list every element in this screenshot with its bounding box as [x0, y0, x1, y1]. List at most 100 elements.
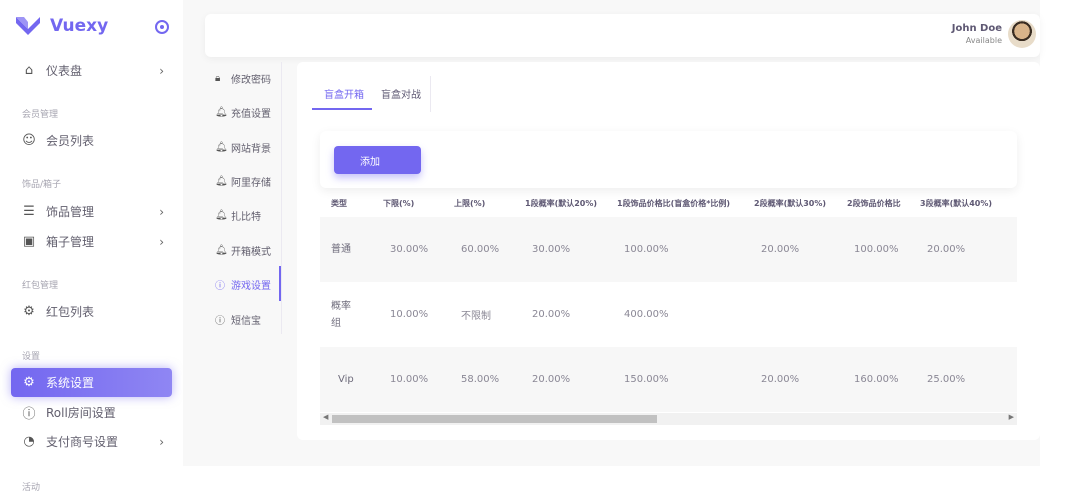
sidebar-item-payment[interactable]: ◔ 支付商号设置 › [11, 427, 172, 456]
subnav-label: 扎比特 [231, 212, 261, 223]
cell: 25.00% [909, 347, 1017, 412]
cell: 30.00% [514, 217, 606, 282]
collapse-toggle-icon[interactable] [155, 20, 169, 34]
column-header: 下限(%) [383, 199, 415, 208]
cell: 不限制 [461, 311, 491, 322]
column-header: 上限(%) [454, 199, 486, 208]
subnav-item[interactable]: 🔔︎ 阿里存储 [215, 174, 271, 189]
scrollbar-thumb[interactable] [332, 415, 657, 423]
vuexy-logo-icon [16, 17, 40, 35]
user-menu[interactable]: John Doe Available [952, 23, 1002, 45]
gear-icon: ⚙ [23, 375, 35, 390]
brand[interactable]: Vuexy [16, 16, 108, 36]
cell-text: 普通 [331, 244, 351, 255]
settings-table: 类型 下限(%) 上限(%) 1段概率(默认20%) 1段饰品价格比(盲盒价格*… [320, 190, 1017, 412]
table-row[interactable]: 普通 30.00% 60.00% 30.00% 100.00% 20.00% 1… [320, 217, 1017, 282]
column-header: 3段概率(默认40%) [920, 199, 993, 208]
info-icon: ⓘ [215, 281, 225, 292]
subnav-label: 开箱模式 [231, 247, 271, 258]
cell: 100.00% [836, 217, 909, 282]
scroll-right-arrow-icon[interactable]: ▶ [1008, 413, 1014, 421]
sidebar-item-label: 支付商号设置 [46, 435, 119, 449]
chevron-right-icon: › [159, 63, 164, 78]
subnav-item[interactable]: 🔔︎ 开箱模式 [215, 243, 271, 258]
tab-blindbox-open[interactable]: 盲盒开箱 [324, 90, 364, 101]
gear-icon: ⚙ [23, 304, 35, 319]
cell: 100.00% [606, 217, 743, 282]
subnav-item-active[interactable]: ⓘ 游戏设置 [215, 277, 271, 292]
cell-type: Vip [320, 347, 372, 412]
subnav-label: 短信宝 [231, 316, 261, 327]
column-header: 2段概率(默认30%) [754, 199, 827, 208]
cell [909, 282, 1017, 347]
cell: 20.00% [909, 217, 1017, 282]
sidebar-item-members[interactable]: ☺ 会员列表 [11, 126, 172, 155]
cell: 160.00% [836, 347, 909, 412]
subnav-label: 充值设置 [231, 109, 271, 120]
sidebar-item-boxes[interactable]: ▣ 箱子管理 › [11, 227, 172, 256]
cell: 60.00% [443, 217, 514, 282]
divider [430, 76, 431, 112]
cell [743, 282, 836, 347]
subnav-label: 游戏设置 [231, 281, 271, 292]
table-row[interactable]: Vip 10.00% 58.00% 20.00% 150.00% 20.00% … [320, 347, 1017, 412]
cell-text: 概率组 [331, 300, 351, 329]
tab-blindbox-battle[interactable]: 盲盒对战 [381, 90, 421, 101]
column-header: 类型 [331, 199, 347, 208]
column-header: 2段饰品价格比 [847, 199, 901, 208]
toolbar-card: 添加 [320, 131, 1017, 188]
sidebar-item-label: 红包列表 [46, 305, 95, 319]
sidebar-item-label: 箱子管理 [46, 235, 95, 249]
add-button[interactable]: 添加 [334, 146, 421, 174]
section-label: 会员管理 [22, 110, 59, 120]
bell-icon: 🔔︎ [215, 245, 228, 256]
subnav-item[interactable]: ⓘ 短信宝 [215, 312, 261, 327]
subnav-label: 网站背景 [231, 144, 271, 155]
cell: 30.00% [372, 217, 443, 282]
section-label: 活动 [22, 483, 41, 493]
table-row[interactable]: 概率组 10.00% 不限制 20.00% 400.00% [320, 282, 1017, 347]
column-header: 1段概率(默认20%) [525, 199, 598, 208]
cell: 20.00% [532, 309, 571, 320]
subnav-item[interactable]: 🔒︎ 修改密码 [215, 71, 271, 86]
sidebar-item-roll-room[interactable]: ⓘ Roll房间设置 [11, 398, 172, 427]
avatar[interactable] [1008, 20, 1036, 48]
lock-icon: 🔒︎ [215, 73, 221, 84]
cell: 10.00% [372, 347, 443, 412]
cell-type: 概率组 [320, 282, 372, 347]
sidebar-item-label: Roll房间设置 [46, 406, 116, 420]
chevron-right-icon: › [159, 434, 164, 449]
cell: 150.00% [606, 347, 743, 412]
sidebar-item-label: 仪表盘 [46, 64, 83, 78]
section-label: 红包管理 [22, 281, 59, 291]
subnav-item[interactable]: 🔔︎ 充值设置 [215, 105, 271, 120]
bell-icon: 🔔︎ [215, 142, 228, 153]
cell: 400.00% [624, 309, 669, 320]
subnav-item[interactable]: 🔔︎ 扎比特 [215, 208, 261, 223]
horizontal-scrollbar[interactable]: ◀ ▶ [320, 413, 1017, 425]
sidebar-item-redpacket[interactable]: ⚙ 红包列表 [11, 297, 172, 326]
home-icon: ⌂ [24, 63, 34, 78]
cell: 20.00% [743, 347, 836, 412]
top-navbar: John Doe Available [205, 14, 1040, 57]
cell-type: 普通 [320, 217, 372, 282]
scroll-left-arrow-icon[interactable]: ◀ [323, 413, 329, 421]
bell-icon: 🔔︎ [215, 176, 228, 187]
user-icon: ☺ [22, 133, 36, 148]
sidebar-item-items[interactable]: ☰ 饰品管理 › [11, 197, 172, 226]
layout-icon: ▣ [22, 234, 36, 249]
cell: 20.00% [743, 217, 836, 282]
sidebar-item-system-settings[interactable]: ⚙ 系统设置 [11, 368, 172, 397]
info-icon: ⓘ [215, 316, 225, 327]
user-status: Available [965, 36, 1002, 45]
cell: 20.00% [514, 347, 606, 412]
sidebar: Vuexy ⌂ 仪表盘 › 会员管理 ☺ 会员列表 饰品/箱子 ☰ 饰品管理 › ▣ 箱子管… [0, 0, 183, 498]
subnav-item[interactable]: 🔔︎ 网站背景 [215, 140, 271, 155]
sidebar-item-dashboard[interactable]: ⌂ 仪表盘 › [11, 56, 172, 85]
info-icon: ⓘ [22, 407, 36, 422]
cell [836, 282, 909, 347]
section-label: 设置 [22, 352, 41, 362]
sidebar-item-label: 会员列表 [46, 134, 95, 148]
tab-underline [312, 108, 372, 110]
list-icon: ☰ [23, 204, 35, 219]
